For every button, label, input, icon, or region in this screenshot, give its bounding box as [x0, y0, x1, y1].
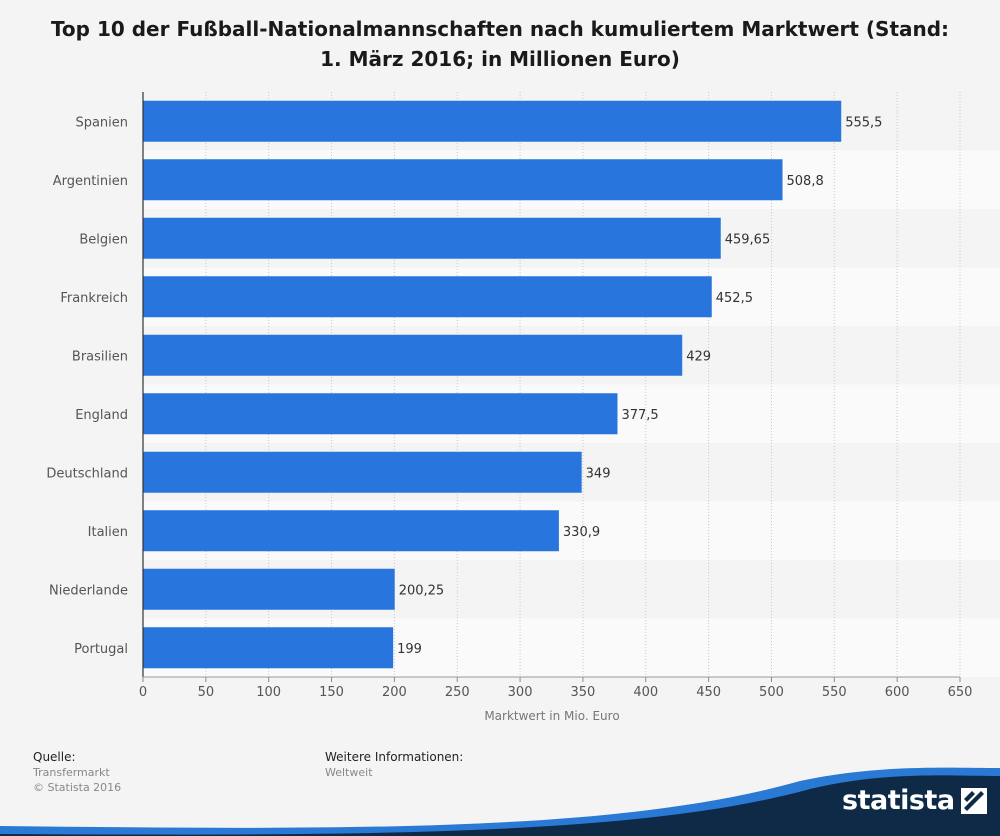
x-tick-label: 300 [508, 685, 533, 700]
category-label: Argentinien [53, 174, 128, 189]
category-label: Spanien [75, 115, 128, 130]
category-label: Deutschland [46, 466, 128, 481]
footer-info: Weitere Informationen: Weltweit [325, 750, 463, 780]
x-tick-label: 650 [948, 685, 973, 700]
category-label: Brasilien [72, 349, 128, 364]
x-tick-label: 50 [198, 685, 215, 700]
value-label: 459,65 [725, 232, 771, 247]
x-tick-label: 0 [139, 685, 147, 700]
chart-title: Top 10 der Fußball-Nationalmannschaften … [0, 14, 1000, 74]
x-tick-label: 200 [382, 685, 407, 700]
x-tick-label: 500 [759, 685, 784, 700]
category-label: Belgien [79, 232, 128, 247]
category-label: England [75, 408, 128, 423]
brand-swoosh-dark [0, 775, 1000, 836]
source-heading: Quelle: [33, 750, 76, 764]
x-tick-label: 150 [319, 685, 344, 700]
bar [143, 510, 559, 552]
x-axis-title: Marktwert in Mio. Euro [484, 709, 619, 723]
x-tick-label: 250 [445, 685, 470, 700]
value-label: 200,25 [399, 583, 445, 598]
value-label: 429 [686, 349, 711, 364]
source-line: Transfermarkt [33, 766, 110, 779]
x-tick-label: 550 [822, 685, 847, 700]
bar [143, 334, 683, 376]
logo-mark-icon [960, 788, 987, 814]
bar [143, 276, 712, 318]
logo-wordmark: statista [842, 785, 955, 816]
x-tick-label: 400 [633, 685, 658, 700]
bar [143, 100, 842, 142]
category-label: Portugal [74, 642, 128, 657]
x-tick-label: 100 [256, 685, 281, 700]
value-label: 377,5 [621, 408, 658, 423]
value-label: 452,5 [716, 291, 753, 306]
bar [143, 627, 394, 669]
x-tick-label: 450 [696, 685, 721, 700]
value-label: 349 [586, 466, 611, 481]
chart-title-line-1: Top 10 der Fußball-Nationalmannschaften … [50, 17, 950, 41]
bar-chart: 0 50 100 150 200 250 300 350 400 450 500 550 600 650 … [46, 92, 973, 723]
statista-logo: statista [842, 786, 987, 816]
bar [143, 159, 783, 201]
chart-title-line-2: 1. März 2016; in Millionen Euro) [320, 47, 680, 71]
x-tick-label: 600 [885, 685, 910, 700]
value-label: 199 [397, 642, 422, 657]
info-line: Weltweit [325, 766, 373, 779]
bar [143, 217, 721, 259]
bar [143, 568, 395, 610]
value-label: 508,8 [787, 174, 824, 189]
category-label: Frankreich [60, 291, 128, 306]
footer-source: Quelle: Transfermarkt © Statista 2016 [33, 750, 121, 795]
value-label: 330,9 [563, 525, 600, 540]
info-heading: Weitere Informationen: [325, 750, 464, 764]
category-label: Niederlande [49, 583, 128, 598]
copyright-line: © Statista 2016 [33, 781, 122, 794]
category-label: Italien [88, 525, 128, 540]
x-tick-label: 350 [571, 685, 596, 700]
value-label: 555,5 [845, 115, 882, 130]
bar [143, 451, 582, 493]
bar [143, 393, 618, 435]
